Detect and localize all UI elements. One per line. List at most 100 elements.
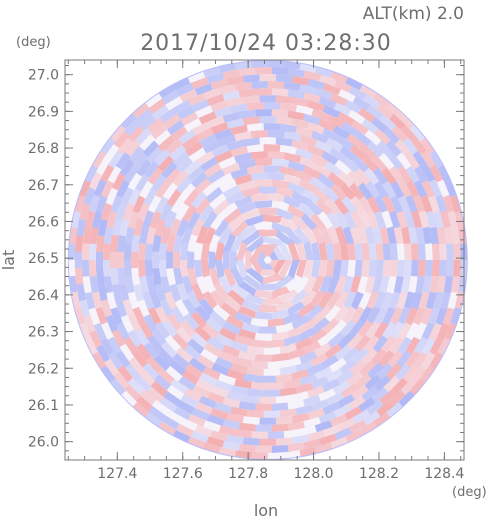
radar-gate-cell	[143, 314, 158, 333]
radar-gate-cell	[349, 419, 367, 434]
radar-gate-cell	[187, 251, 195, 269]
radar-gate-cell	[96, 235, 105, 252]
radar-gate-cell	[183, 344, 201, 361]
radar-gate-cell	[271, 286, 290, 299]
radar-gate-cell	[275, 299, 295, 313]
radar-gate-cell	[288, 260, 300, 279]
radar-gate-cell	[210, 430, 228, 442]
radar-gate-cell	[329, 414, 348, 427]
radar-gate-cell	[76, 283, 87, 302]
radar-gate-cell	[307, 385, 325, 398]
radar-gate-cell	[169, 283, 182, 302]
radar-gate-cell	[303, 260, 314, 279]
radar-gate-cell	[230, 124, 248, 135]
radar-gate-cell	[382, 321, 397, 340]
radar-gate-cell	[191, 218, 205, 237]
radar-gate-cell	[349, 144, 367, 161]
radar-gate-cell	[181, 275, 193, 294]
radar-gate-cell	[421, 180, 435, 198]
radar-gate-cell	[175, 347, 193, 364]
radar-gate-cell	[296, 241, 307, 260]
radar-gate-cell	[433, 291, 444, 309]
radar-gate-cell	[170, 378, 188, 394]
radar-gate-cell	[137, 202, 150, 221]
radar-gate-cell	[375, 243, 384, 260]
radar-gate-cell	[396, 291, 408, 310]
radar-gate-cell	[447, 210, 458, 229]
radar-gate-cell	[299, 156, 318, 170]
radar-gate-cell	[259, 95, 277, 103]
radar-gate-cell	[186, 291, 201, 309]
y-tick-label: 26.6	[28, 214, 59, 230]
radar-gate-cell	[251, 452, 268, 460]
radar-gate-cell	[306, 144, 325, 157]
radar-gate-cell	[287, 182, 306, 195]
radar-gate-cell	[235, 260, 248, 279]
radar-gate-cell	[400, 378, 417, 395]
radar-gate-cell	[421, 337, 436, 356]
radar-gate-cell	[203, 87, 221, 100]
radar-gate-cell	[194, 83, 213, 96]
radar-gate-cell	[237, 305, 256, 319]
radar-gate-cell	[226, 391, 244, 402]
radar-gate-cell	[443, 276, 453, 294]
radar-gate-cell	[110, 307, 123, 326]
radar-gate-cell	[259, 396, 277, 404]
radar-gate-cell	[193, 260, 203, 278]
radar-gate-cell	[205, 186, 223, 203]
radar-gate-cell	[190, 332, 208, 349]
radar-gate-cell	[132, 102, 150, 118]
radar-gate-cell	[187, 165, 205, 182]
radar-gate-cell	[211, 363, 229, 376]
radar-gate-cell	[133, 218, 144, 237]
y-tick-label: 26.2	[28, 361, 59, 377]
radar-gate-cell	[226, 413, 244, 424]
radar-gate-cell	[203, 342, 222, 358]
radar-gate-cell	[74, 235, 84, 252]
radar-gate-cell	[127, 210, 139, 229]
radar-gate-cell	[389, 291, 401, 310]
radar-gate-cell	[339, 358, 357, 375]
radar-gate-cell	[349, 86, 367, 101]
radar-gate-cell	[138, 276, 149, 294]
radar-gate-cell	[122, 299, 135, 317]
x-unit-label: (deg)	[452, 485, 487, 500]
radar-gate-cell	[115, 299, 128, 318]
radar-gate-cell	[153, 354, 171, 372]
y-tick-label: 27.0	[28, 68, 59, 84]
radar-gate-cell	[263, 165, 281, 173]
radar-gate-cell	[176, 82, 194, 97]
radar-gate-cell	[381, 167, 397, 185]
radar-gate-cell	[144, 412, 163, 428]
radar-gate-cell	[183, 189, 200, 207]
radar-gate-cell	[137, 260, 146, 277]
radar-gate-cell	[115, 202, 128, 221]
radar-gate-cell	[417, 243, 426, 260]
radar-gate-cell	[135, 328, 150, 346]
radar-gate-cell	[195, 225, 209, 244]
radar-gate-cell	[258, 186, 277, 194]
radar-gate-cell	[242, 373, 260, 383]
radar-gate-cell	[283, 173, 302, 186]
radar-gate-cell	[414, 336, 428, 355]
radar-gate-cell	[259, 417, 277, 425]
radar-gate-cell	[342, 156, 360, 173]
radar-gate-cell	[275, 74, 293, 83]
radar-gate-cell	[172, 76, 191, 91]
radar-gate-cell	[89, 275, 99, 293]
radar-gate-cell	[230, 363, 248, 375]
radar-gate-cell	[290, 214, 309, 231]
radar-gate-cell	[188, 414, 206, 427]
radar-gate-cell	[303, 113, 321, 126]
y-tick-label: 26.5	[28, 251, 59, 267]
radar-gate-cell	[96, 251, 103, 269]
radar-gate-cell	[271, 88, 289, 97]
radar-gate-cell	[352, 156, 369, 173]
radar-gate-cell	[116, 322, 130, 341]
radar-gate-cell	[146, 146, 163, 164]
radar-gate-cell	[363, 335, 380, 353]
radar-gate-cell	[314, 139, 333, 154]
radar-gate-cell	[202, 210, 218, 229]
radar-gate-cell	[435, 194, 448, 213]
